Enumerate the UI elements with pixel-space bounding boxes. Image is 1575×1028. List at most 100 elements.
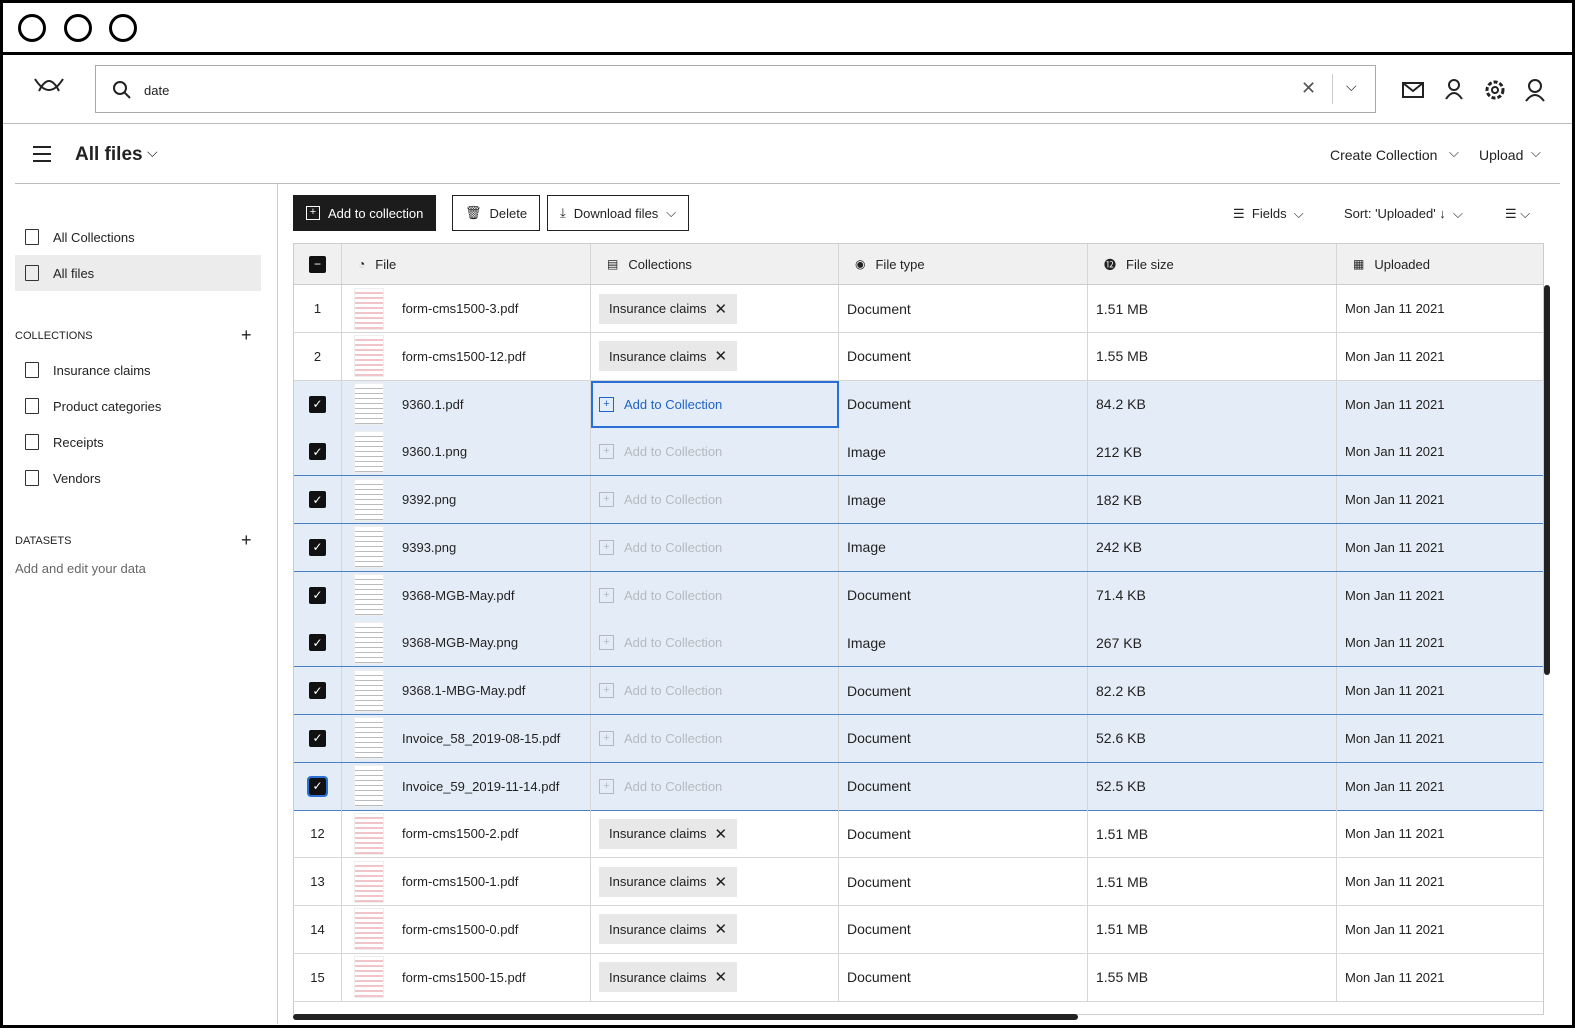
fields-button[interactable]: ☰ Fields ⌵	[1233, 206, 1304, 221]
file-name[interactable]: 9368.1-MBG-May.pdf	[402, 683, 526, 698]
table-row[interactable]: ✓ Invoice_59_2019-11-14.pdf + Add to Collec…	[294, 762, 1543, 811]
row-checkbox[interactable]: ✓	[309, 395, 326, 413]
file-name[interactable]: 9368-MGB-May.pdf	[402, 587, 515, 603]
add-to-collection-link[interactable]: + Add to Collection	[599, 587, 722, 603]
row-checkbox[interactable]: ✓	[309, 538, 326, 556]
file-name[interactable]: form-cms1500-12.pdf	[402, 348, 526, 364]
sort-button[interactable]: Sort: 'Uploaded' ↓ ⌵	[1344, 206, 1463, 221]
file-name[interactable]: 9360.1.pdf	[402, 396, 464, 412]
add-to-collection-link[interactable]: + Add to Collection	[599, 635, 722, 651]
add-to-collection-link[interactable]: + Add to Collection	[599, 539, 722, 555]
file-name[interactable]: form-cms1500-0.pdf	[402, 921, 519, 937]
add-to-collection-link[interactable]: + Add to Collection	[599, 683, 722, 698]
chip-remove[interactable]: ✕	[714, 969, 728, 986]
nav-collection[interactable]: Insurance claims	[15, 352, 261, 388]
table-row[interactable]: ✓ 9368.1-MBG-May.pdf + Add to Collection Doc…	[294, 667, 1543, 715]
file-name[interactable]: Invoice_59_2019-11-14.pdf	[402, 778, 560, 794]
title-dropdown[interactable]: ⌵	[147, 144, 158, 160]
row-select-cell: ✓	[294, 619, 342, 667]
nav-collection[interactable]: Product categories	[15, 388, 261, 424]
add-to-collection-link[interactable]: + Add to Collection	[599, 444, 722, 460]
chip-remove[interactable]: ✕	[714, 300, 728, 318]
window-button[interactable]	[64, 14, 92, 42]
row-checkbox[interactable]: ✓	[309, 586, 326, 604]
row-checkbox[interactable]: ✓	[309, 634, 326, 652]
horizontal-scrollbar[interactable]	[293, 1014, 1078, 1020]
file-name[interactable]: 9393.png	[402, 539, 457, 555]
file-size: 82.2 KB	[1088, 667, 1337, 714]
chip-remove[interactable]: ✕	[714, 873, 728, 891]
table-row[interactable]: ✓ 9368-MGB-May.pdf + Add to Collection Docum…	[294, 571, 1543, 620]
uploaded-date: Mon Jan 11 2021	[1345, 730, 1445, 746]
row-select-cell: 1	[294, 285, 342, 332]
file-name[interactable]: Invoice_58_2019-08-15.pdf	[402, 730, 561, 746]
file-size: 1.51 MB	[1088, 810, 1337, 858]
nav-all-collections[interactable]: All Collections	[15, 219, 261, 255]
nav-collection[interactable]: Vendors	[15, 460, 261, 496]
row-checkbox[interactable]: ✓	[309, 491, 326, 508]
file-name[interactable]: form-cms1500-15.pdf	[402, 969, 526, 985]
add-to-collection-link[interactable]: + Add to Collection	[599, 730, 722, 746]
column-header[interactable]: ▤ Collections	[591, 244, 839, 284]
add-dataset[interactable]: +	[241, 530, 252, 550]
table-row[interactable]: 13 form-cms1500-1.pdf Insurance claims ✕ Doc…	[294, 858, 1543, 906]
file-name[interactable]: form-cms1500-3.pdf	[402, 301, 519, 316]
download-button[interactable]: ⤓ Download files ⌵	[547, 195, 690, 231]
clear-button[interactable]: ✕	[1301, 78, 1317, 98]
file-type: Document	[839, 762, 1088, 810]
file-name[interactable]: 9392.png	[402, 492, 457, 507]
add-collection[interactable]: +	[241, 325, 252, 345]
vertical-scrollbar[interactable]	[1544, 285, 1550, 675]
row-checkbox[interactable]: ✓	[309, 443, 326, 461]
chip-remove[interactable]: ✕	[714, 825, 728, 843]
table-row[interactable]: 2 form-cms1500-12.pdf Insurance claims ✕ Doc…	[294, 332, 1543, 381]
nav-all-files[interactable]: All files	[15, 255, 261, 291]
file-name[interactable]: 9368-MGB-May.png	[402, 635, 519, 651]
column-header[interactable]: ⓬ File size	[1088, 244, 1337, 284]
table-row[interactable]: ✓ 9368-MGB-May.png + Add to Collection Image…	[294, 619, 1543, 668]
view-button[interactable]: ☰ ⌵	[1505, 206, 1531, 221]
row-select-cell: 13	[294, 858, 342, 905]
add-to-collection-link[interactable]: + Add to Collection	[599, 778, 722, 794]
row-checkbox[interactable]: ✓	[309, 729, 326, 747]
table-row[interactable]: ✓ 9360.1.pdf + Add to Collection Document 84.…	[294, 380, 1543, 429]
upload-button[interactable]: Upload	[1479, 147, 1524, 163]
search-bar[interactable]: date ✕ ⌵	[95, 65, 1376, 113]
collection-cell: Insurance claims ✕	[591, 953, 839, 1001]
table-row[interactable]: 12 form-cms1500-2.pdf Insurance claims ✕ Doc…	[294, 810, 1543, 859]
window-button[interactable]	[109, 14, 137, 42]
file-name[interactable]: form-cms1500-2.pdf	[402, 826, 519, 842]
add-to-collection-link[interactable]: + Add to Collection	[599, 492, 722, 507]
table-row[interactable]: ✓ 9393.png + Add to Collection Image 242 KB Mo…	[294, 523, 1543, 572]
file-type: Document	[839, 285, 1088, 332]
table-row[interactable]: ✓ 9392.png + Add to Collection Image 182 KB Mo…	[294, 476, 1543, 524]
column-header[interactable]: ◉ File type	[839, 244, 1088, 284]
row-select-cell: ✓	[294, 571, 342, 619]
column-header[interactable]: ◔ File	[342, 244, 591, 284]
file-type: Document	[839, 571, 1088, 619]
dropdown-button[interactable]: ⌵	[1346, 78, 1357, 94]
table-row[interactable]: 15 form-cms1500-15.pdf Insurance claims ✕ Do…	[294, 953, 1543, 1002]
chip-remove[interactable]: ✕	[714, 921, 728, 939]
select-all-checkbox[interactable]: −	[309, 255, 326, 273]
file-name[interactable]: 9360.1.png	[402, 444, 468, 460]
column-header[interactable]: ▦ Uploaded	[1337, 244, 1543, 284]
table-row[interactable]: ✓ 9360.1.png + Add to Collection Image 212 KB…	[294, 428, 1543, 477]
table-row[interactable]: 14 form-cms1500-0.pdf Insurance claims ✕ Doc…	[294, 905, 1543, 954]
table-row[interactable]: ✓ Invoice_58_2019-08-15.pdf + Add to Collec…	[294, 714, 1543, 763]
file-size: 267 KB	[1088, 619, 1337, 667]
nav-collection[interactable]: Receipts	[15, 424, 261, 460]
delete-button[interactable]: 🗑 Delete	[452, 195, 541, 231]
add-to-collection-link[interactable]: + Add to Collection	[599, 396, 722, 412]
window-button[interactable]	[18, 14, 46, 42]
row-checkbox[interactable]: ✓	[307, 775, 328, 797]
menu-button[interactable]	[32, 145, 52, 163]
add-to-collection-button[interactable]: + Add to collection	[293, 195, 437, 231]
file-type: Document	[839, 905, 1088, 953]
table-row[interactable]: 1 form-cms1500-3.pdf Insurance claims ✕ Docu…	[294, 285, 1543, 333]
create-collection-button[interactable]: Create Collection	[1330, 147, 1438, 163]
file-size: 182 KB	[1088, 476, 1337, 523]
row-checkbox[interactable]: ✓	[309, 682, 326, 699]
chip-remove[interactable]: ✕	[714, 348, 728, 366]
file-name[interactable]: form-cms1500-1.pdf	[402, 874, 519, 889]
